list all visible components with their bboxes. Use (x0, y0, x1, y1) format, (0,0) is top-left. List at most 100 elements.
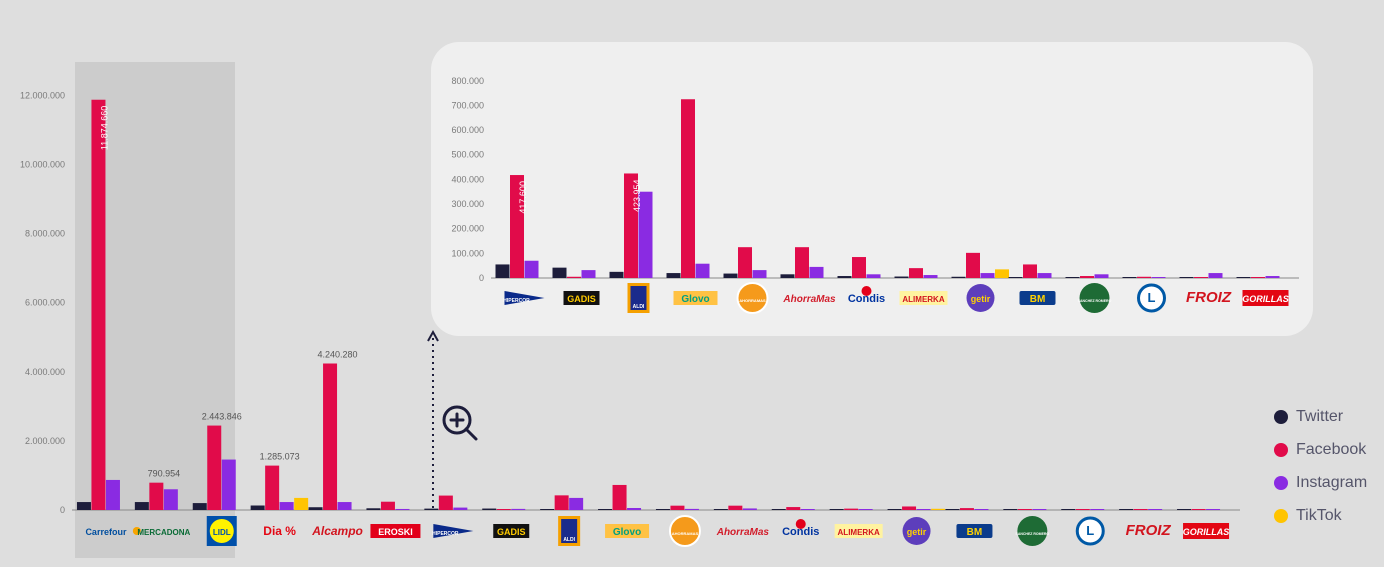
bar-twitter-alcampo (308, 507, 323, 510)
logo-carrefour: Carrefour (85, 527, 127, 537)
bar-instagram-bm (974, 509, 989, 510)
bar-twitter-gadis (552, 267, 567, 278)
y-tick-label: 200.000 (451, 224, 484, 234)
bar-instagram-condis (866, 274, 881, 278)
bar-facebook-bm (959, 508, 974, 510)
y-tick-label: 100.000 (451, 248, 484, 258)
logo-alimerka: ALIMERKA (899, 291, 948, 305)
logo-alimerka: ALIMERKA (834, 524, 883, 538)
bar-instagram-carrefour (105, 479, 120, 510)
bar-facebook-glovo (612, 484, 627, 510)
bar-facebook-gadis (567, 276, 581, 278)
logo-text: Condis (848, 293, 885, 305)
logo-text: L (1086, 523, 1094, 538)
bar-instagram-alimerka (858, 509, 873, 510)
logo-text: Glovo (613, 527, 641, 538)
logo-getir: getir (966, 284, 995, 312)
bar-twitter-carrefour (76, 502, 91, 510)
bar-twitter-ahorramas (713, 509, 728, 510)
logo-bg (902, 517, 931, 545)
data-label: 790.954 (148, 469, 181, 479)
logo-text: Alcampo (311, 524, 363, 538)
bar-instagram-e-leclerc (1090, 509, 1105, 510)
y-tick-label: 12.000.000 (20, 90, 65, 100)
bar-twitter-hipercor (424, 508, 439, 510)
logo-gorillas: GORILLAS (1242, 290, 1289, 306)
logo-text: GADIS (497, 527, 526, 537)
bar-twitter-getir (887, 509, 902, 510)
bar-instagram-getir (916, 509, 931, 510)
logo-text: Glovo (681, 294, 709, 305)
legend-item-instagram: Instagram (1274, 466, 1367, 499)
bar-facebook-froiz (1133, 509, 1148, 510)
y-tick-label: 8.000.000 (25, 229, 65, 239)
bar-instagram-glovo (627, 507, 642, 510)
bar-twitter-condis (771, 509, 786, 510)
bar-facebook-ahorramas (795, 247, 809, 278)
legend-swatch-facebook (1274, 442, 1288, 457)
logo-bg (1079, 283, 1110, 313)
bar-twitter-froiz (1119, 509, 1134, 510)
bar-facebook-gorillas (1251, 277, 1265, 278)
bar-tiktok-getir (995, 269, 1009, 278)
bar-facebook-carrefour (91, 99, 106, 510)
bar-facebook-alcampo (323, 363, 338, 510)
bar-instagram-dia (279, 502, 294, 510)
bar-facebook-mercadona (149, 482, 164, 510)
bar-facebook-ahorramas (728, 505, 743, 510)
logo-dia: Dia % (263, 524, 296, 538)
bar-instagram-aldi (569, 497, 584, 510)
bar-twitter-hipercor (495, 264, 510, 278)
logo-bg (605, 524, 650, 538)
logo-froiz: FROIZ (1186, 289, 1232, 306)
logo-bg (736, 282, 769, 314)
bar-facebook-s-nchez-romero (1017, 509, 1032, 510)
legend-swatch-instagram (1274, 475, 1288, 490)
logo-bg (956, 524, 993, 538)
logo-text: Dia % (263, 524, 296, 538)
logo-gorillas: GORILLAS (1183, 523, 1229, 539)
legend: Twitter Facebook Instagram TikTok (1274, 400, 1367, 532)
logo-text: ALIMERKA (838, 528, 880, 537)
bar-instagram-eroski (395, 508, 410, 510)
bar-twitter-ahorramas-express (723, 273, 738, 278)
bar-twitter-gorillas (1236, 277, 1251, 278)
bar-twitter-bm (945, 509, 960, 510)
logo-text: EROSKI (378, 527, 413, 537)
bar-tiktok-dia (294, 497, 309, 510)
logo-bg (1075, 516, 1105, 546)
y-tick-label: 600.000 (451, 125, 484, 135)
bar-instagram-alimerka (923, 275, 938, 278)
bar-instagram-gadis (581, 270, 596, 278)
bar-twitter-alimerka (894, 276, 909, 278)
logo-glovo: Glovo (605, 524, 650, 538)
logo-sanchez-romero: SANCHEZ ROMERO (1016, 516, 1049, 546)
bar-facebook-bm (1023, 264, 1037, 278)
logo-bg (1137, 283, 1166, 313)
bar-facebook-aldi (554, 495, 569, 510)
logo-ahorramas: AhorraMas (782, 294, 836, 305)
bar-instagram-mercadona (163, 489, 178, 510)
logo-ahorramas: AHORRAMAS (668, 515, 701, 547)
bar-instagram-bm (1037, 273, 1052, 278)
y-tick-label: 300.000 (451, 199, 484, 209)
y-tick-label: 700.000 (451, 100, 484, 110)
bar-instagram-froiz (1148, 509, 1163, 510)
logo-bm: BM (1019, 291, 1056, 305)
logo-gadis: GADIS (493, 524, 530, 538)
logo-condis: Condis (848, 286, 885, 305)
logo-text: ALDI (563, 537, 575, 543)
bar-twitter-ahorramas-express (655, 509, 670, 510)
bar-facebook-s-nchez-romero (1080, 276, 1094, 278)
bar-twitter-s-nchez-romero (1065, 277, 1080, 278)
logo-bg (673, 291, 718, 305)
zoom-in-icon[interactable] (440, 403, 480, 448)
legend-swatch-twitter (1274, 409, 1288, 424)
bar-twitter-getir (951, 276, 966, 278)
logo-condis: Condis (782, 519, 819, 538)
logo-bg (834, 524, 883, 538)
logo-text: HIPERCOR (432, 531, 459, 537)
logo-bg (433, 524, 474, 538)
bar-instagram-froiz (1208, 273, 1223, 278)
zoom-inset-panel (431, 42, 1313, 336)
